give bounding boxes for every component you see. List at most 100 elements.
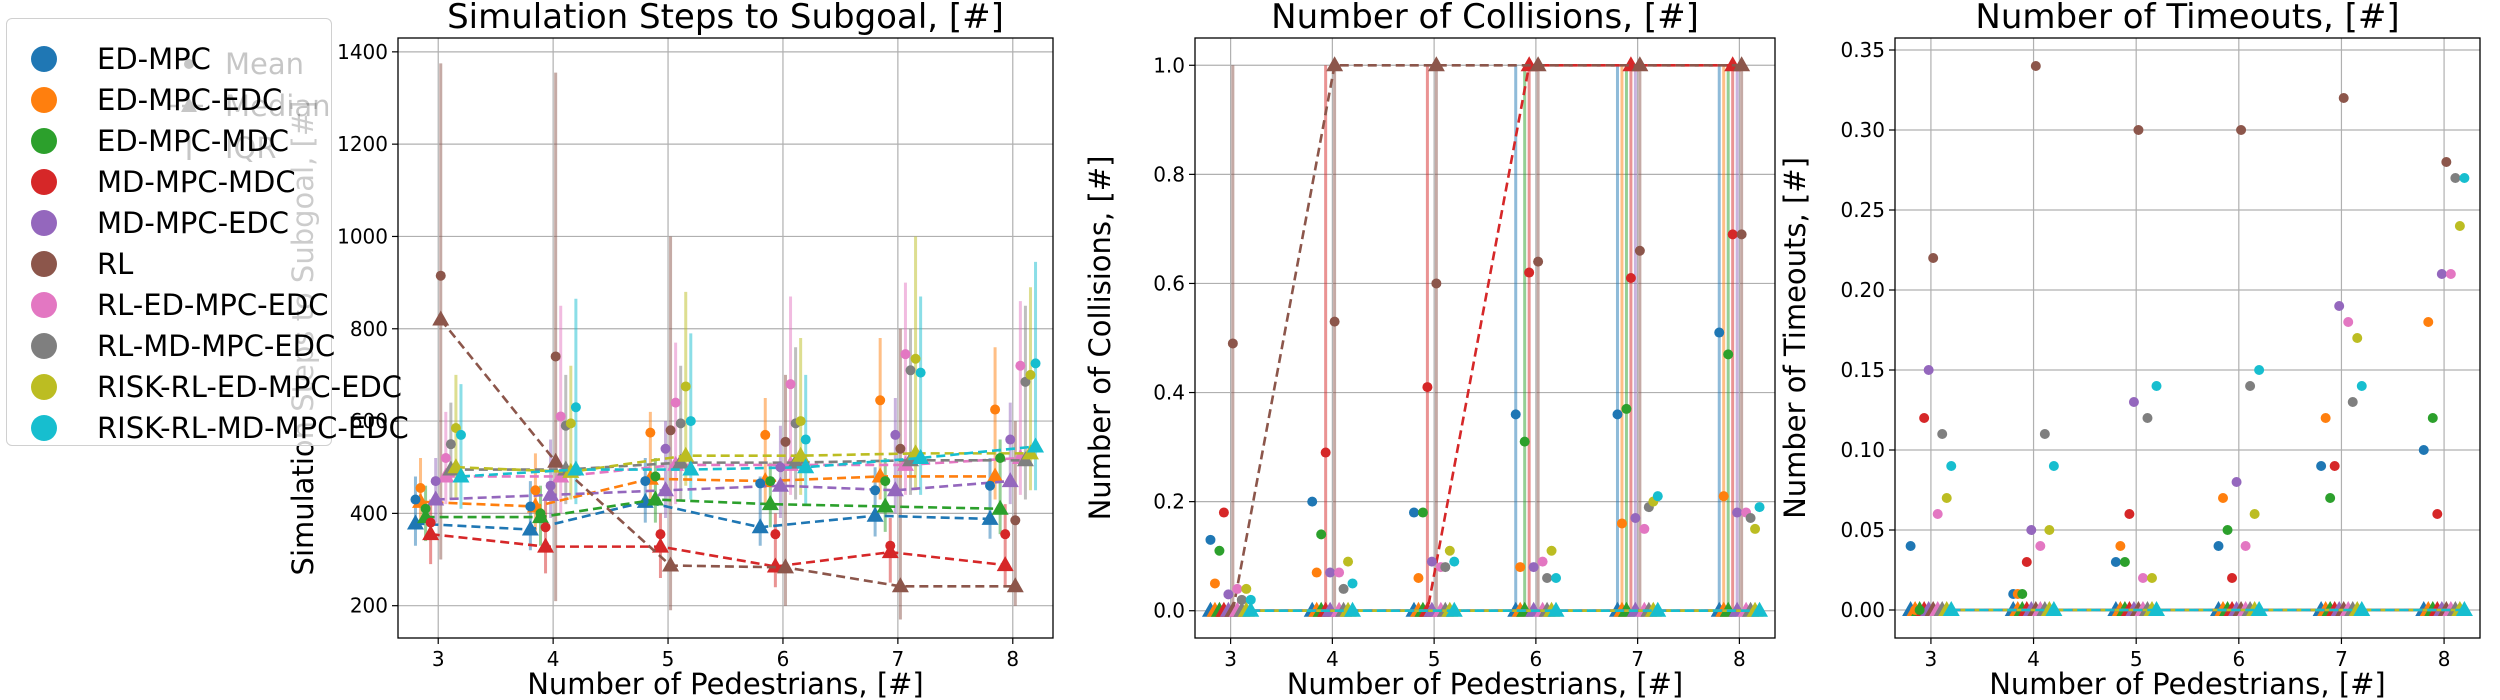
median-marker — [542, 485, 560, 501]
median-marker — [886, 481, 904, 497]
y-tick-label: 1000 — [337, 224, 388, 248]
legend-stat-item: IQR — [167, 131, 277, 165]
median-marker — [662, 556, 680, 572]
mean-marker — [1639, 523, 1650, 534]
mean-marker — [2110, 557, 2121, 567]
mean-marker — [1209, 578, 1220, 589]
median-marker — [2045, 601, 2063, 616]
x-axis-label: Number of Pedestrians, [#] — [1989, 667, 2386, 700]
mean-marker — [1320, 447, 1331, 458]
mean-marker — [1537, 556, 1548, 567]
mean-marker — [2432, 509, 2443, 519]
mean-marker — [2227, 573, 2238, 583]
median-line — [1223, 63, 1733, 613]
mean-marker — [1227, 338, 1238, 349]
legend-item: RL-ED-MPC-EDC — [7, 285, 329, 325]
mean-marker — [2254, 365, 2265, 375]
median-marker — [1445, 601, 1463, 617]
x-tick-label: 3 — [1925, 647, 1938, 671]
mean-marker — [1937, 429, 1948, 439]
mean-marker — [2218, 493, 2229, 503]
legend-item: MD-MPC-EDC — [7, 203, 289, 243]
chart-title: Simulation Steps to Subgoal, [#] — [447, 0, 1004, 37]
axes-frame — [1194, 37, 1776, 639]
y-tick-label: 1400 — [337, 40, 388, 64]
median-line — [460, 445, 1036, 478]
mean-marker — [1025, 369, 1036, 380]
legend-marker-icon — [31, 46, 57, 72]
mean-marker — [1736, 229, 1747, 240]
mean-marker — [660, 443, 671, 454]
legend-item: RISK-RL-MD-MPC-EDC — [7, 408, 409, 448]
mean-marker — [890, 429, 901, 440]
y-tick-label: 0.15 — [1840, 358, 1885, 382]
median-marker — [751, 518, 769, 534]
mean-marker — [1727, 229, 1738, 240]
mean-marker — [415, 483, 426, 493]
mean-marker — [1923, 365, 1934, 375]
mean-marker — [2137, 573, 2148, 583]
median-line — [430, 532, 1006, 568]
mean-marker — [545, 480, 556, 491]
y-tick-label: 0.4 — [1153, 381, 1185, 405]
median-marker — [657, 481, 675, 497]
median-marker — [2250, 601, 2268, 616]
mean-marker — [2454, 221, 2465, 231]
median-marker — [1027, 437, 1045, 453]
y-tick-label: 0.00 — [1840, 598, 1885, 622]
y-tick-label: 1.0 — [1153, 53, 1185, 77]
mean-marker — [1714, 327, 1725, 338]
mean-marker — [1905, 541, 1916, 551]
x-tick-label: 5 — [2130, 647, 2143, 671]
x-tick-label: 7 — [892, 647, 905, 671]
mean-marker — [2044, 525, 2055, 535]
mean-marker — [910, 353, 921, 364]
legend-stat-item: Mean — [167, 47, 304, 81]
mean-marker — [1616, 518, 1627, 529]
median-marker — [771, 476, 789, 492]
mean-marker — [570, 402, 581, 413]
mean-marker — [2128, 397, 2139, 407]
mean-marker — [2418, 445, 2429, 455]
mean-marker — [540, 522, 551, 533]
mean-marker — [1241, 583, 1252, 594]
x-tick-label: 3 — [432, 647, 445, 671]
median-marker — [677, 446, 695, 462]
median-line — [439, 318, 1016, 588]
median-marker — [432, 310, 450, 326]
mean-marker — [2245, 381, 2256, 391]
mean-marker — [1919, 413, 1930, 423]
mean-marker — [1329, 316, 1340, 327]
y-tick-label: 0.6 — [1153, 271, 1185, 295]
mean-marker — [2030, 61, 2041, 71]
mean-marker — [2119, 557, 2130, 567]
mean-marker — [1515, 562, 1526, 573]
mean-marker — [1444, 545, 1455, 556]
mean-marker — [2347, 397, 2358, 407]
mean-marker — [2236, 125, 2247, 135]
x-tick-label: 3 — [1224, 647, 1237, 671]
y-tick-label: 0.10 — [1840, 438, 1885, 462]
mean-marker — [1750, 523, 1761, 534]
mean-marker — [2026, 525, 2037, 535]
y-tick-label: 0.2 — [1153, 490, 1185, 514]
mean-marker — [2231, 477, 2242, 487]
legend: ED-MPC ED-MPC-EDC ED-MPC-MDC MD-MPC-MDC MD-M… — [6, 18, 409, 446]
x-tick-label: 8 — [2438, 647, 2451, 671]
y-tick-label: 0.20 — [1840, 278, 1885, 302]
mean-marker — [1533, 256, 1544, 267]
x-tick-label: 6 — [2232, 647, 2245, 671]
chart-panel-3: 3 4 5 6 7 8 0.00 0.05 0.10 0.15 0.20 0.25 0.30 0.35 Nu… — [1778, 0, 2481, 700]
mean-marker — [1754, 502, 1765, 513]
mean-marker — [915, 367, 926, 378]
legend-label: ED-MPC-EDC — [97, 83, 282, 117]
mean-marker — [1932, 509, 1943, 519]
mean-marker — [2039, 429, 2050, 439]
mean-marker — [2146, 573, 2157, 583]
mean-marker — [2450, 173, 2461, 183]
axes-frame — [1894, 37, 2481, 639]
legend-label: RL — [97, 247, 134, 281]
mean-marker — [645, 427, 656, 438]
y-tick-label: 0.35 — [1840, 38, 1885, 62]
y-tick-label: 0.05 — [1840, 518, 1885, 542]
